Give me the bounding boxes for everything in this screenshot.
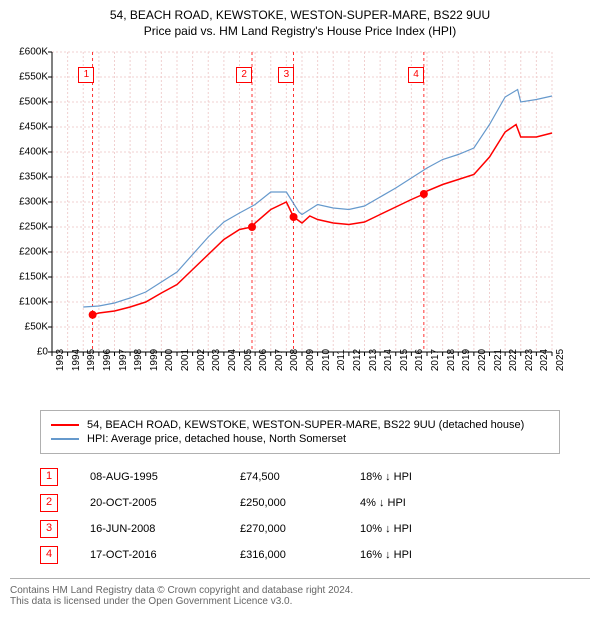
x-tick-label: 1993 <box>55 349 66 371</box>
x-tick-label: 1994 <box>71 349 82 371</box>
x-tick-label: 2008 <box>289 349 300 371</box>
row-price: £316,000 <box>240 549 360 561</box>
chart-marker-badge: 2 <box>236 67 252 83</box>
x-tick-label: 2009 <box>305 349 316 371</box>
row-diff: 16% ↓ HPI <box>360 549 480 561</box>
x-tick-label: 2021 <box>493 349 504 371</box>
y-tick-label: £450K <box>19 122 48 133</box>
x-tick-label: 2012 <box>352 349 363 371</box>
y-tick-label: £400K <box>19 147 48 158</box>
row-date: 16-JUN-2008 <box>90 523 240 535</box>
legend-swatch <box>51 438 79 440</box>
title-block: 54, BEACH ROAD, KEWSTOKE, WESTON-SUPER-M… <box>10 8 590 38</box>
row-badge: 2 <box>40 494 58 512</box>
row-diff: 18% ↓ HPI <box>360 471 480 483</box>
row-diff: 4% ↓ HPI <box>360 497 480 509</box>
x-tick-label: 2010 <box>321 349 332 371</box>
y-tick-label: £250K <box>19 222 48 233</box>
legend-row: 54, BEACH ROAD, KEWSTOKE, WESTON-SUPER-M… <box>51 419 549 431</box>
row-diff: 10% ↓ HPI <box>360 523 480 535</box>
x-tick-label: 2022 <box>508 349 519 371</box>
x-tick-label: 2007 <box>274 349 285 371</box>
row-date: 20-OCT-2005 <box>90 497 240 509</box>
row-badge: 4 <box>40 546 58 564</box>
x-tick-label: 2011 <box>336 349 347 371</box>
y-tick-label: £500K <box>19 97 48 108</box>
table-row: 2 20-OCT-2005£250,0004% ↓ HPI <box>40 490 560 516</box>
table-row: 4 17-OCT-2016£316,00016% ↓ HPI <box>40 542 560 568</box>
row-price: £270,000 <box>240 523 360 535</box>
row-date: 08-AUG-1995 <box>90 471 240 483</box>
footer-line1: Contains HM Land Registry data © Crown c… <box>10 585 590 596</box>
chart-marker-badge: 1 <box>78 67 94 83</box>
x-tick-label: 2020 <box>477 349 488 371</box>
y-tick-label: £0 <box>37 347 48 358</box>
row-price: £250,000 <box>240 497 360 509</box>
x-tick-label: 2000 <box>164 349 175 371</box>
row-badge: 3 <box>40 520 58 538</box>
x-tick-label: 2001 <box>180 349 191 371</box>
x-tick-label: 2006 <box>258 349 269 371</box>
row-badge: 1 <box>40 468 58 486</box>
footer: Contains HM Land Registry data © Crown c… <box>10 578 590 607</box>
x-tick-label: 2017 <box>430 349 441 371</box>
x-tick-label: 1999 <box>149 349 160 371</box>
x-tick-label: 2005 <box>243 349 254 371</box>
x-tick-label: 2023 <box>524 349 535 371</box>
y-tick-label: £600K <box>19 47 48 58</box>
row-price: £74,500 <box>240 471 360 483</box>
x-tick-label: 2015 <box>399 349 410 371</box>
x-tick-label: 1995 <box>86 349 97 371</box>
x-tick-label: 2016 <box>414 349 425 371</box>
legend-row: HPI: Average price, detached house, Nort… <box>51 433 549 445</box>
x-tick-label: 2018 <box>446 349 457 371</box>
x-tick-label: 2003 <box>211 349 222 371</box>
legend-swatch <box>51 424 79 426</box>
x-tick-label: 2014 <box>383 349 394 371</box>
chart-marker-badge: 4 <box>408 67 424 83</box>
x-tick-label: 2013 <box>368 349 379 371</box>
chart-container: 54, BEACH ROAD, KEWSTOKE, WESTON-SUPER-M… <box>0 0 600 615</box>
x-tick-label: 1997 <box>118 349 129 371</box>
x-tick-label: 1996 <box>102 349 113 371</box>
chart-area: £0 £50K £100K £150K £200K £250K £300K £350K £400… <box>10 42 590 402</box>
table-row: 3 16-JUN-2008£270,00010% ↓ HPI <box>40 516 560 542</box>
y-tick-label: £200K <box>19 247 48 258</box>
x-tick-label: 2019 <box>461 349 472 371</box>
y-tick-label: £50K <box>25 322 48 333</box>
x-tick-label: 2024 <box>539 349 550 371</box>
y-tick-label: £100K <box>19 297 48 308</box>
transactions-table: 1 08-AUG-1995£74,50018% ↓ HPI 2 20-OCT-2005… <box>40 464 560 568</box>
chart-marker-badge: 3 <box>278 67 294 83</box>
x-tick-label: 2004 <box>227 349 238 371</box>
x-tick-label: 1998 <box>133 349 144 371</box>
row-date: 17-OCT-2016 <box>90 549 240 561</box>
legend: 54, BEACH ROAD, KEWSTOKE, WESTON-SUPER-M… <box>40 410 560 454</box>
chart-subtitle: Price paid vs. HM Land Registry's House … <box>10 24 590 38</box>
legend-label: 54, BEACH ROAD, KEWSTOKE, WESTON-SUPER-M… <box>87 419 524 431</box>
y-tick-label: £550K <box>19 72 48 83</box>
y-tick-label: £350K <box>19 172 48 183</box>
chart-title: 54, BEACH ROAD, KEWSTOKE, WESTON-SUPER-M… <box>10 8 590 22</box>
legend-label: HPI: Average price, detached house, Nort… <box>87 433 346 445</box>
y-tick-label: £300K <box>19 197 48 208</box>
x-tick-label: 2002 <box>196 349 207 371</box>
footer-line2: This data is licensed under the Open Gov… <box>10 596 590 607</box>
table-row: 1 08-AUG-1995£74,50018% ↓ HPI <box>40 464 560 490</box>
y-tick-label: £150K <box>19 272 48 283</box>
x-tick-label: 2025 <box>555 349 566 371</box>
